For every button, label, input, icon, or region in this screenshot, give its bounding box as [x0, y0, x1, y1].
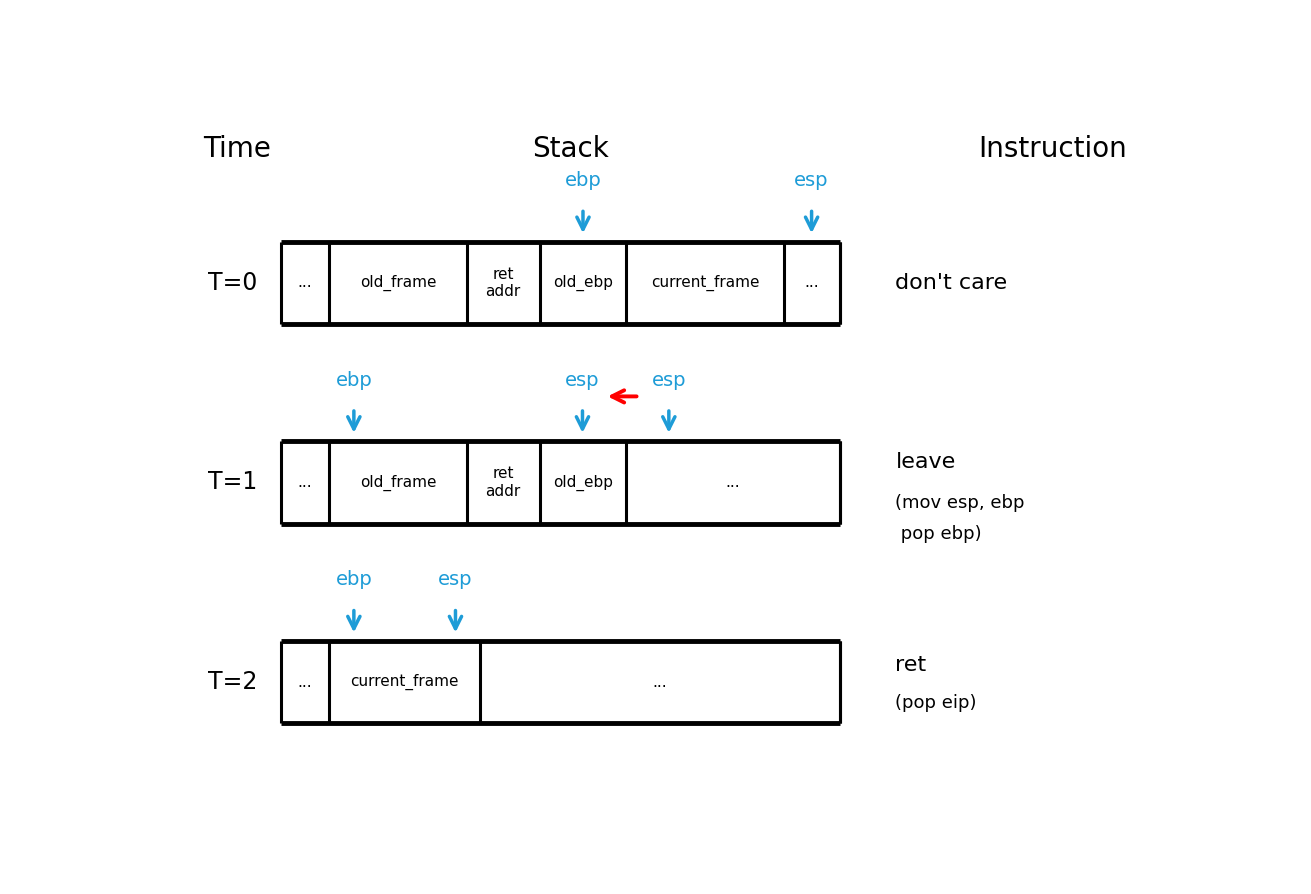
- Text: (pop eip): (pop eip): [895, 694, 977, 712]
- Text: ebp: ebp: [336, 570, 372, 589]
- Text: don't care: don't care: [895, 273, 1008, 293]
- Text: ...: ...: [653, 675, 667, 689]
- Text: old_ebp: old_ebp: [553, 475, 614, 491]
- Text: esp: esp: [652, 370, 686, 390]
- Text: ret
addr: ret addr: [485, 266, 520, 299]
- Text: (mov esp, ebp: (mov esp, ebp: [895, 494, 1025, 512]
- Text: old_ebp: old_ebp: [553, 274, 614, 291]
- Text: current_frame: current_frame: [350, 674, 459, 690]
- Text: Instruction: Instruction: [978, 135, 1127, 163]
- Text: leave: leave: [895, 451, 956, 472]
- Text: esp: esp: [438, 570, 473, 589]
- Text: old_frame: old_frame: [359, 475, 437, 491]
- Text: ret: ret: [895, 655, 927, 675]
- Text: current_frame: current_frame: [650, 274, 759, 291]
- Text: ...: ...: [804, 275, 819, 291]
- Text: esp: esp: [565, 370, 599, 390]
- Text: ...: ...: [725, 475, 741, 490]
- Text: Stack: Stack: [532, 135, 608, 163]
- Text: T=0: T=0: [208, 271, 258, 295]
- Text: old_frame: old_frame: [359, 274, 437, 291]
- Text: ret
addr: ret addr: [485, 467, 520, 499]
- Text: ebp: ebp: [565, 171, 602, 190]
- Text: ...: ...: [298, 275, 312, 291]
- Text: esp: esp: [794, 171, 829, 190]
- Text: ...: ...: [298, 675, 312, 689]
- Text: pop ebp): pop ebp): [895, 525, 982, 543]
- Text: ebp: ebp: [336, 370, 372, 390]
- Text: ...: ...: [298, 475, 312, 490]
- Text: Time: Time: [203, 135, 271, 163]
- Text: T=1: T=1: [208, 470, 257, 494]
- Text: T=2: T=2: [208, 670, 258, 694]
